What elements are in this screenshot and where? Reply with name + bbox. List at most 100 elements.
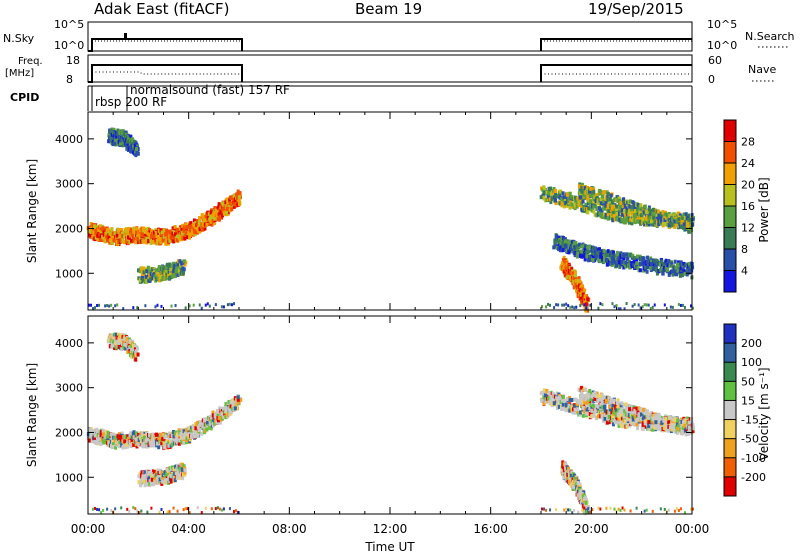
echo-cell bbox=[549, 199, 553, 204]
echo-cell bbox=[142, 227, 146, 232]
echo-cell bbox=[576, 409, 580, 414]
echo-cell bbox=[564, 198, 568, 203]
echo-cell bbox=[666, 217, 670, 222]
echo-cell bbox=[150, 477, 154, 482]
echo-cell bbox=[179, 431, 183, 436]
echo-cell bbox=[577, 184, 581, 189]
echo-cell bbox=[226, 201, 230, 206]
echo-cell bbox=[542, 391, 546, 396]
echo-cell bbox=[119, 437, 123, 442]
echo-cell bbox=[626, 423, 630, 428]
echo-cell bbox=[674, 222, 678, 227]
echo-cell bbox=[181, 472, 185, 477]
echo-cell bbox=[167, 443, 171, 448]
echo-cell bbox=[682, 269, 686, 274]
echo-cell bbox=[97, 434, 101, 439]
echo-cell bbox=[543, 190, 547, 195]
echo-cell bbox=[620, 260, 624, 265]
echo-cell bbox=[573, 306, 576, 310]
echo-cell bbox=[168, 238, 172, 243]
echo-cell bbox=[541, 305, 543, 309]
echo-cell bbox=[625, 216, 629, 221]
echo-cell bbox=[118, 338, 122, 343]
echo-cell bbox=[561, 303, 564, 307]
echo-cell bbox=[586, 210, 590, 215]
echo-cell bbox=[572, 397, 576, 402]
echo-cell bbox=[679, 303, 682, 307]
echo-cell bbox=[649, 219, 653, 224]
echo-cell bbox=[120, 131, 124, 136]
echo-cell bbox=[630, 255, 634, 260]
echo-cell bbox=[195, 426, 199, 431]
echo-cell bbox=[131, 144, 135, 149]
nsky-trace-1 bbox=[88, 38, 243, 52]
echo-cell bbox=[643, 222, 647, 227]
echo-cell bbox=[623, 220, 627, 225]
echo-cell bbox=[645, 303, 648, 307]
echo-cell bbox=[554, 198, 558, 203]
echo-cell bbox=[569, 270, 573, 275]
echo-cell bbox=[579, 304, 582, 308]
echo-cell bbox=[589, 199, 593, 204]
echo-cell bbox=[639, 221, 643, 226]
echo-cell bbox=[646, 265, 650, 270]
echo-cell bbox=[136, 306, 139, 310]
echo-cell bbox=[189, 428, 193, 433]
echo-cell bbox=[192, 434, 196, 439]
echo-cell bbox=[617, 196, 621, 201]
echo-cell bbox=[180, 467, 184, 472]
freq-trace-1 bbox=[88, 64, 243, 83]
echo-cell bbox=[120, 227, 124, 232]
echo-cell bbox=[560, 406, 564, 411]
echo-cell bbox=[109, 128, 113, 133]
echo-cell bbox=[593, 404, 597, 409]
echo-cell bbox=[555, 238, 559, 243]
echo-cell bbox=[600, 253, 604, 258]
echo-cell bbox=[606, 197, 610, 202]
echo-cell bbox=[144, 274, 148, 279]
echo-cell bbox=[232, 204, 236, 209]
echo-cell bbox=[656, 219, 660, 224]
echo-cell bbox=[225, 197, 229, 202]
echo-cell bbox=[608, 259, 612, 264]
echo-cell bbox=[101, 429, 105, 434]
echo-cell bbox=[672, 269, 676, 274]
echo-cell bbox=[584, 194, 588, 199]
echo-cell bbox=[574, 278, 578, 283]
echo-cell bbox=[137, 480, 141, 485]
echo-cell bbox=[601, 303, 604, 307]
echo-cell bbox=[588, 257, 592, 262]
echo-cell bbox=[178, 438, 182, 443]
echo-cell bbox=[607, 216, 611, 221]
echo-cell bbox=[219, 407, 223, 412]
echo-cell bbox=[660, 259, 664, 264]
echo-cell bbox=[651, 207, 655, 212]
echo-cell bbox=[174, 438, 178, 443]
echo-cell bbox=[136, 268, 140, 273]
echo-cell bbox=[170, 266, 174, 271]
echo-cell bbox=[588, 189, 592, 194]
echo-cell bbox=[121, 143, 125, 148]
echo-cell bbox=[565, 302, 568, 306]
echo-cell bbox=[123, 335, 127, 340]
echo-cell bbox=[87, 229, 91, 234]
echo-cell bbox=[546, 194, 550, 199]
echo-cell bbox=[111, 432, 115, 437]
echo-cell bbox=[221, 201, 225, 206]
echo-cell bbox=[584, 244, 588, 249]
echo-cell bbox=[200, 224, 204, 229]
echo-cell bbox=[89, 229, 93, 234]
echo-cell bbox=[580, 182, 584, 187]
echo-cell bbox=[615, 304, 618, 308]
echo-cell bbox=[144, 304, 147, 308]
echo-cell bbox=[621, 424, 625, 429]
echo-cell bbox=[605, 420, 609, 425]
echo-cell bbox=[131, 231, 135, 236]
echo-cell bbox=[117, 437, 121, 442]
echo-cell bbox=[671, 272, 675, 277]
echo-cell bbox=[133, 139, 137, 144]
echo-cell bbox=[638, 215, 642, 220]
echo-cell bbox=[587, 402, 591, 407]
echo-cell bbox=[174, 232, 178, 237]
echo-cell bbox=[198, 420, 202, 425]
